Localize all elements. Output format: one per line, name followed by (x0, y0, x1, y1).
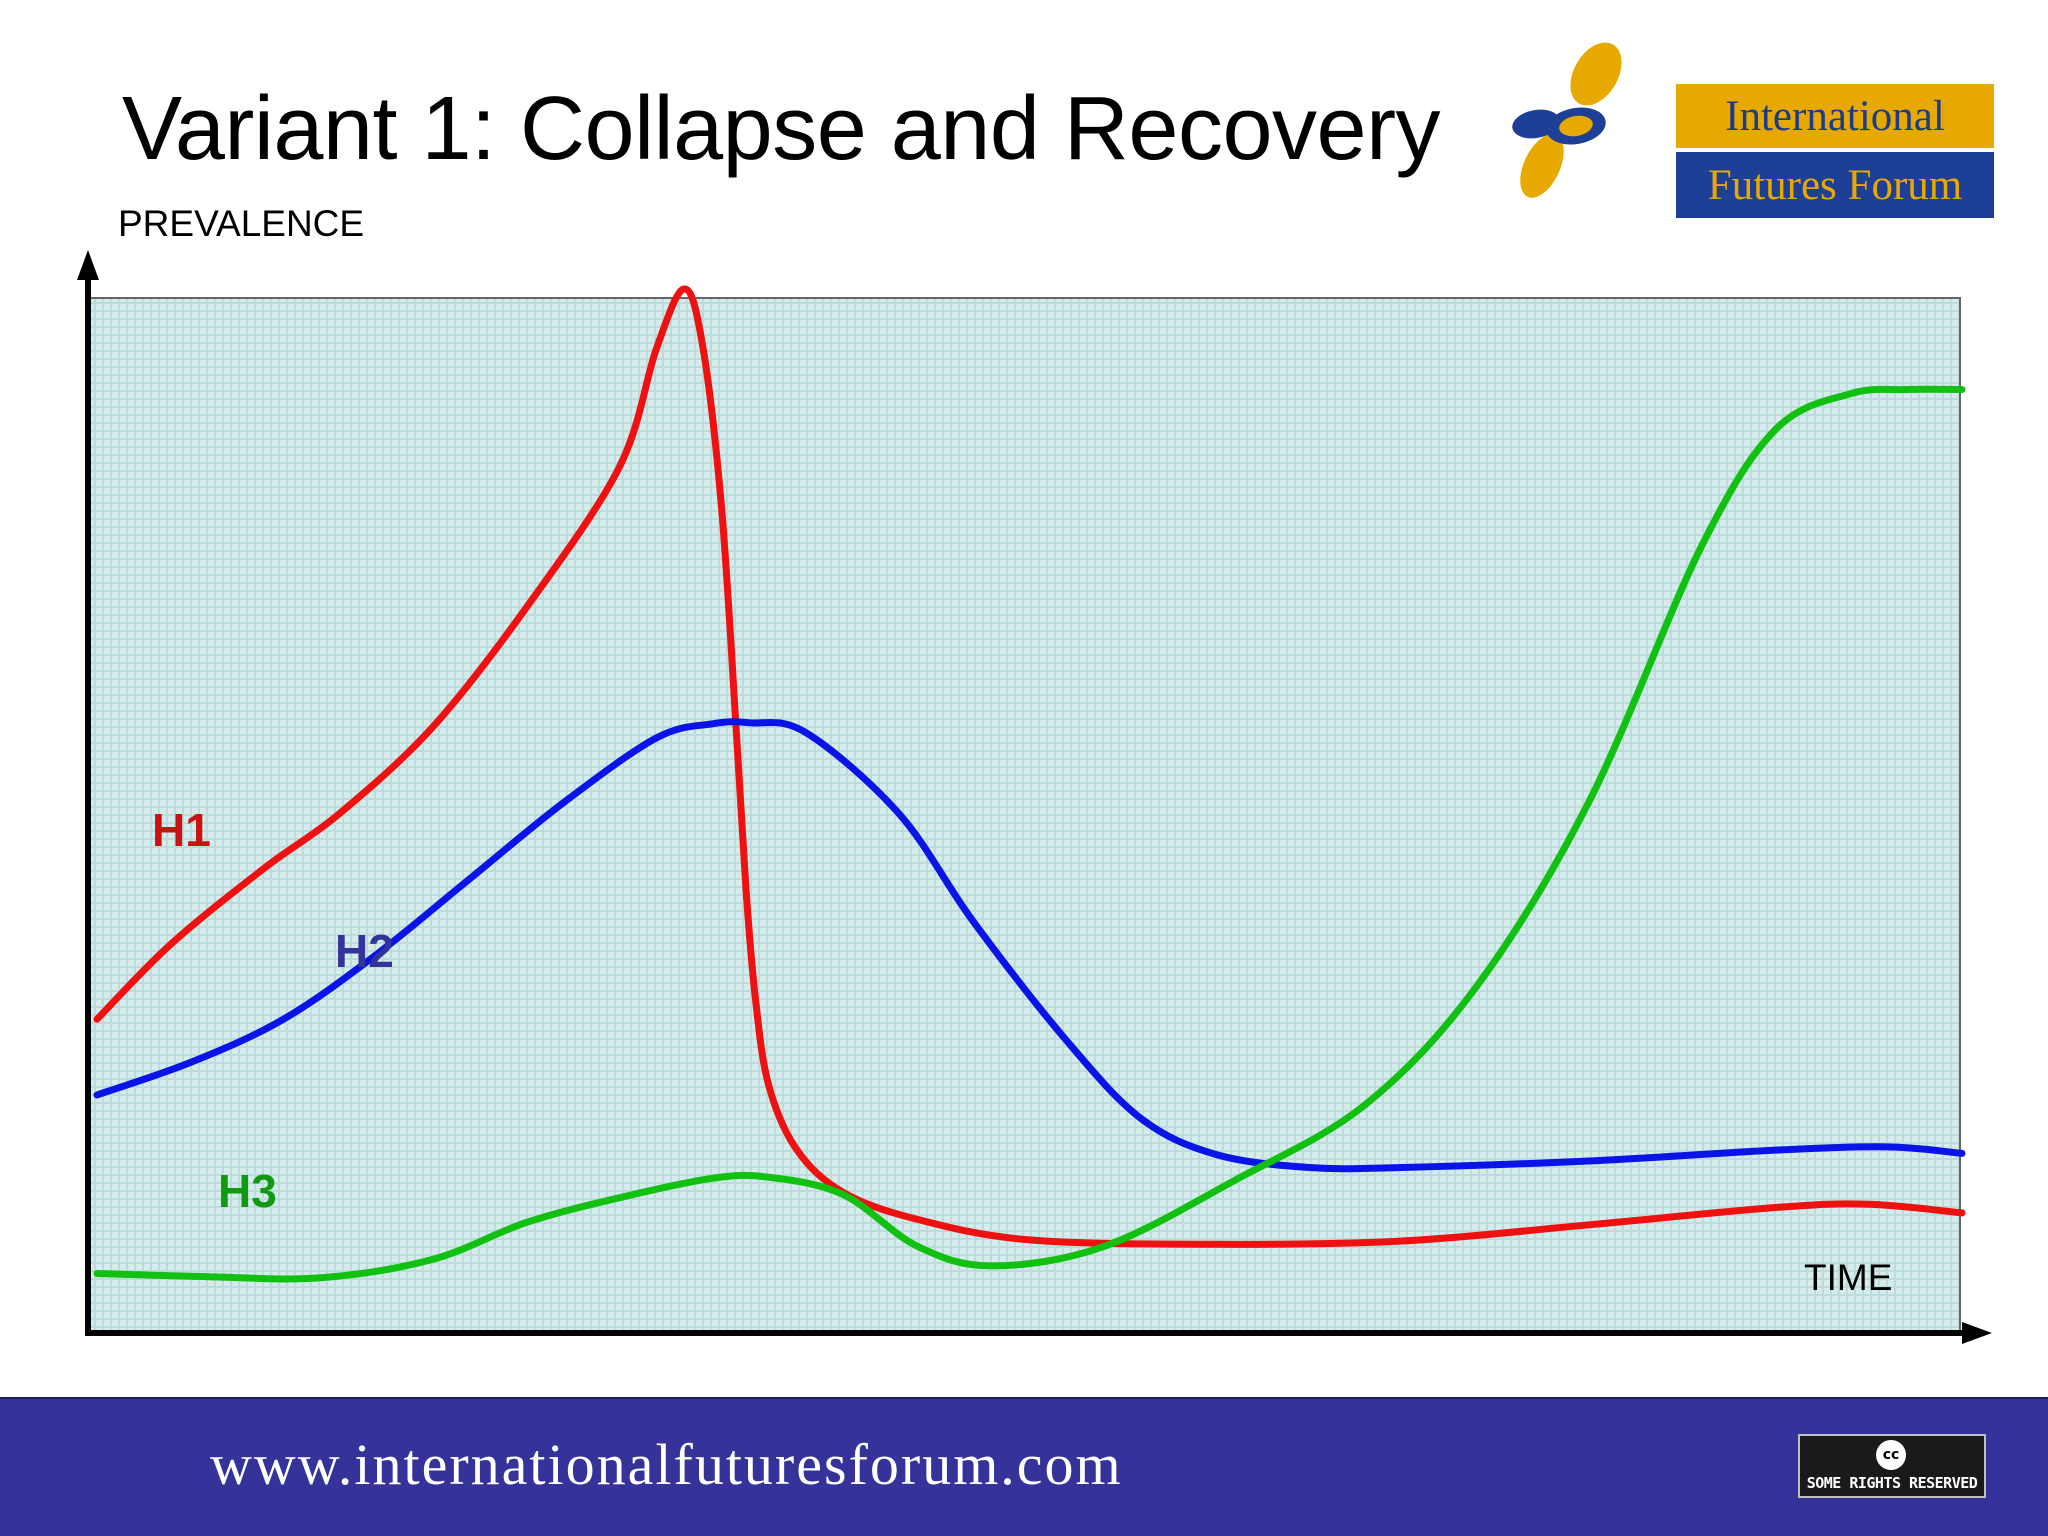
series-label-h3: H3 (218, 1165, 277, 1217)
x-axis-label: TIME (1804, 1257, 1892, 1298)
footer-bar: www.internationalfuturesforum.com cc SOM… (0, 1397, 2048, 1536)
series-label-h2: H2 (335, 925, 394, 977)
org-logo-line1: International (1676, 84, 1994, 148)
footer-url-link[interactable]: www.internationalfuturesforum.com (210, 1432, 1123, 1497)
series-label-h1: H1 (152, 804, 211, 856)
prevalence-chart: PREVALENCE TIME H1 H2 H3 (77, 203, 1992, 1344)
slide-title: Variant 1: Collapse and Recovery (122, 79, 1441, 179)
org-logo-line2: Futures Forum (1676, 152, 1994, 218)
cc-license-badge[interactable]: cc SOME RIGHTS RESERVED (1798, 1434, 1986, 1498)
series-line-h3 (93, 385, 1966, 1283)
y-axis-label: PREVALENCE (118, 203, 364, 244)
series-line-h2 (93, 718, 1966, 1173)
cc-badge-label: SOME RIGHTS RESERVED (1806, 1474, 1978, 1492)
series-line-h1 (93, 285, 1966, 1248)
y-axis-arrow (77, 250, 99, 280)
butterfly-logo-icon (1512, 42, 1622, 198)
plot-area (89, 297, 1961, 1334)
x-axis-arrow (1962, 1322, 1992, 1344)
creative-commons-icon: cc (1876, 1440, 1906, 1470)
